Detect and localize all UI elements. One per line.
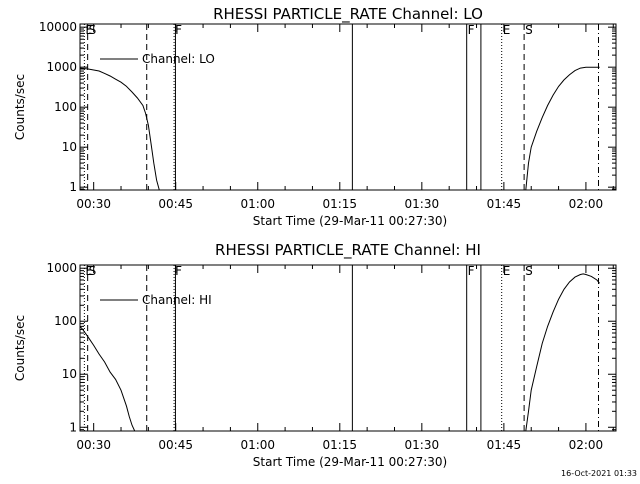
event-marker-label: E xyxy=(503,264,511,278)
legend-label: Channel: LO xyxy=(142,52,215,66)
y-tick-label: 100 xyxy=(54,100,77,114)
y-tick-label: 1 xyxy=(69,180,77,194)
y-tick-label: 10000 xyxy=(39,20,77,34)
plot-frame xyxy=(79,23,617,191)
data-series-line xyxy=(80,67,160,190)
x-tick-label: 02:00 xyxy=(569,438,604,452)
event-marker-label: S xyxy=(525,23,533,37)
event-marker-label: F xyxy=(468,23,475,37)
y-tick-label: 10 xyxy=(62,367,77,381)
data-series-line xyxy=(80,326,136,431)
x-tick-label: 00:45 xyxy=(158,438,193,452)
event-marker-label: F xyxy=(175,23,182,37)
event-marker-label: F xyxy=(175,264,182,278)
x-tick-label: 01:30 xyxy=(405,197,440,211)
event-marker-label: S xyxy=(525,264,533,278)
x-tick-label: 00:45 xyxy=(158,197,193,211)
chart-title: RHESSI PARTICLE_RATE Channel: HI xyxy=(215,241,481,260)
y-tick-label: 1000 xyxy=(46,60,77,74)
y-axis-label: Counts/sec xyxy=(13,74,27,140)
x-tick-label: 01:00 xyxy=(240,438,275,452)
chart-title: RHESSI PARTICLE_RATE Channel: LO xyxy=(213,5,483,24)
y-tick-label: 1000 xyxy=(46,261,77,275)
data-series-line xyxy=(525,273,600,431)
y-tick-label: 10 xyxy=(62,140,77,154)
event-marker-label: E xyxy=(85,23,93,37)
plot-timestamp: 16-Oct-2021 01:33 xyxy=(561,469,637,478)
event-marker-label: E xyxy=(503,23,511,37)
x-axis-label: Start Time (29-Mar-11 00:27:30) xyxy=(253,214,447,228)
panel-hi: RHESSI PARTICLE_RATE Channel: HI 00:30 00:… xyxy=(13,241,617,469)
x-tick-label: 01:45 xyxy=(487,438,522,452)
legend-label: Channel: HI xyxy=(142,293,212,307)
data-series-line xyxy=(525,66,600,190)
y-axis-label: Counts/sec xyxy=(13,315,27,381)
x-tick-label: 02:00 xyxy=(569,197,604,211)
x-tick-label: 00:30 xyxy=(76,438,111,452)
event-marker-label: S xyxy=(89,23,97,37)
y-tick-label: 1 xyxy=(69,420,77,434)
event-marker-label: F xyxy=(468,264,475,278)
event-marker-label: S xyxy=(89,264,97,278)
panel-lo: RHESSI PARTICLE_RATE Channel: LO 00:30 00:… xyxy=(13,5,617,228)
x-tick-label: 01:15 xyxy=(322,438,357,452)
y-tick-label: 100 xyxy=(54,314,77,328)
x-axis-label: Start Time (29-Mar-11 00:27:30) xyxy=(253,455,447,469)
x-tick-label: 01:15 xyxy=(322,197,357,211)
plot-frame xyxy=(79,264,617,432)
x-tick-label: 01:45 xyxy=(487,197,522,211)
x-tick-label: 01:30 xyxy=(405,438,440,452)
event-marker-label: E xyxy=(85,264,93,278)
x-tick-label: 01:00 xyxy=(240,197,275,211)
x-tick-label: 00:30 xyxy=(76,197,111,211)
